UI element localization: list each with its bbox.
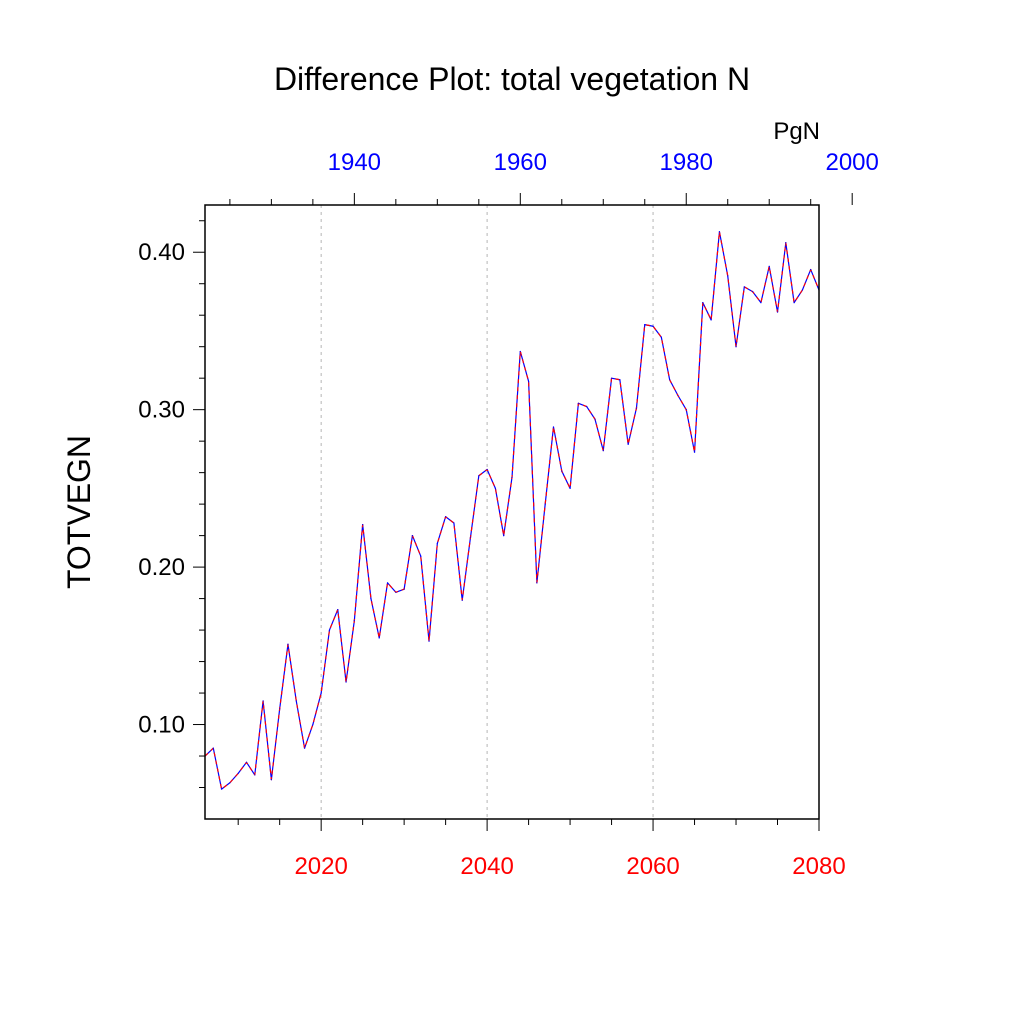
plot-frame xyxy=(204,204,820,820)
data-point xyxy=(760,302,762,304)
x-tick-label-bottom: 2060 xyxy=(626,853,679,880)
data-point xyxy=(345,681,347,683)
series-layer xyxy=(204,231,820,790)
data-point xyxy=(370,597,372,600)
data-point xyxy=(743,286,745,288)
data-point xyxy=(503,535,505,537)
data-point xyxy=(353,620,355,622)
data-point xyxy=(362,523,364,526)
x-tick-label-top: 1980 xyxy=(660,149,713,176)
data-point xyxy=(237,772,239,774)
data-point xyxy=(718,231,721,233)
data-point xyxy=(594,418,596,420)
data-point xyxy=(785,242,787,244)
data-point xyxy=(270,779,272,781)
data-point xyxy=(511,476,513,478)
data-point xyxy=(494,487,497,489)
data-point xyxy=(245,761,248,763)
data-point xyxy=(536,582,538,584)
x-tick-label-top: 1960 xyxy=(494,149,547,176)
data-point xyxy=(793,302,795,304)
data-point xyxy=(254,774,256,776)
data-point xyxy=(685,409,687,411)
data-point xyxy=(212,747,214,749)
data-point xyxy=(445,516,447,518)
data-point xyxy=(403,588,405,590)
data-point xyxy=(453,522,455,524)
x-tick-label-top: 2000 xyxy=(825,149,878,176)
data-point xyxy=(469,536,472,538)
y-tick-label: 0.10 xyxy=(138,712,185,739)
data-point xyxy=(752,290,754,293)
x-tick-label-top: 1940 xyxy=(328,149,381,176)
y-tick-label: 0.40 xyxy=(138,239,185,266)
data-point xyxy=(303,747,306,749)
data-point xyxy=(669,379,671,381)
y-tick-label: 0.30 xyxy=(138,397,185,424)
data-point xyxy=(395,591,397,593)
data-point xyxy=(586,405,588,408)
x-tick-label-bottom: 2020 xyxy=(294,853,347,880)
data-point xyxy=(478,475,480,477)
data-point xyxy=(229,782,231,784)
y-axis-label: TOTVEGN xyxy=(61,435,97,589)
data-point xyxy=(220,788,223,790)
data-point xyxy=(610,377,613,379)
data-point xyxy=(320,692,322,694)
data-point xyxy=(527,380,530,382)
x-tick-label-bottom: 2080 xyxy=(792,853,845,880)
data-point xyxy=(287,643,289,645)
data-point xyxy=(420,555,422,557)
data-point xyxy=(702,302,704,304)
data-point xyxy=(461,599,463,601)
data-point xyxy=(312,723,314,726)
data-point xyxy=(486,468,488,471)
data-point xyxy=(652,325,654,327)
data-point xyxy=(735,346,737,348)
data-point xyxy=(602,450,604,452)
units-label: PgN xyxy=(773,118,820,145)
data-point xyxy=(386,582,389,584)
data-point xyxy=(337,609,339,611)
data-point xyxy=(693,451,696,453)
data-point xyxy=(710,319,712,321)
data-point xyxy=(569,487,571,489)
tick-layer xyxy=(193,193,853,831)
data-point xyxy=(619,379,621,381)
data-point xyxy=(727,275,729,277)
data-point xyxy=(677,394,679,397)
y-tick-label: 0.20 xyxy=(138,554,185,581)
data-point xyxy=(436,542,438,545)
tick-label-layer: 2020 2040 2060 2080 1940 1960 1980 2000 0.10 0.20… xyxy=(138,149,879,880)
data-point xyxy=(561,470,563,472)
chart-title: Difference Plot: total vegetation N xyxy=(274,61,750,97)
data-point xyxy=(810,268,812,271)
data-series-dash-overlay xyxy=(204,231,820,790)
data-point xyxy=(635,407,638,409)
data-point xyxy=(328,629,331,631)
data-point xyxy=(627,443,629,445)
data-point xyxy=(519,350,521,353)
data-point xyxy=(279,708,281,710)
data-point xyxy=(295,700,297,702)
data-point xyxy=(660,336,662,338)
data-point xyxy=(428,640,430,642)
data-point xyxy=(552,426,555,428)
grid-layer xyxy=(320,205,654,819)
data-point xyxy=(776,311,779,313)
x-tick-label-bottom: 2040 xyxy=(460,853,513,880)
data-point xyxy=(544,503,546,505)
data-point xyxy=(644,324,646,326)
data-point xyxy=(411,535,414,537)
data-point xyxy=(801,289,804,291)
data-point xyxy=(378,637,380,639)
data-point xyxy=(262,700,264,702)
data-point xyxy=(768,265,770,267)
data-point xyxy=(577,402,579,404)
